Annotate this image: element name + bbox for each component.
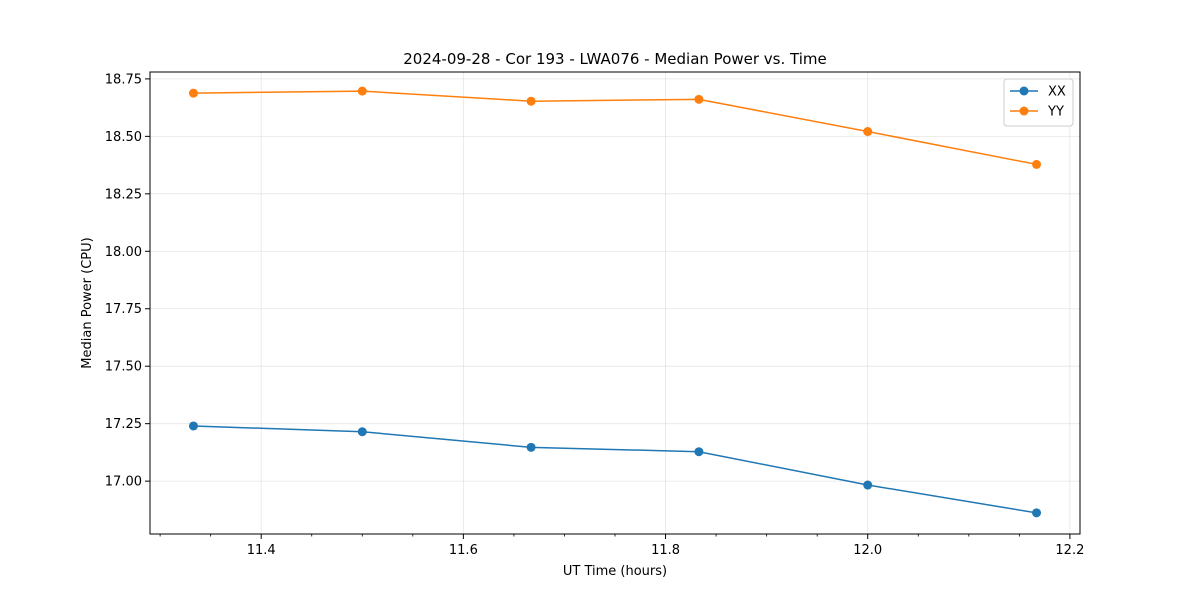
- legend-item-xx: XX: [1010, 85, 1066, 100]
- legend-label: XX: [1048, 85, 1066, 100]
- x-tick-label: 11.6: [449, 543, 478, 558]
- y-tick-label: 17.50: [105, 360, 142, 375]
- data-point-xx: [1032, 508, 1042, 518]
- data-point-xx: [188, 421, 198, 431]
- data-point-yy: [863, 127, 873, 137]
- series-line-yy: [193, 90, 1037, 166]
- series-layer: [188, 86, 1042, 518]
- legend: XX YY: [1003, 78, 1074, 127]
- y-tick-label: 17.25: [105, 417, 142, 432]
- data-point-yy: [694, 94, 704, 104]
- legend-label: YY: [1047, 105, 1064, 120]
- data-point-yy: [188, 88, 198, 98]
- legend-marker: [1019, 106, 1029, 116]
- data-point-xx: [863, 480, 873, 490]
- series-xx: [188, 421, 1042, 518]
- legend-marker: [1019, 86, 1029, 96]
- y-axis-label: Median Power (CPU): [80, 237, 95, 368]
- grid: [150, 72, 1080, 534]
- y-axis: 17.00 17.25 17.50 17.75 18.00 18.25 18.50 18.75: [105, 72, 150, 490]
- y-tick-label: 17.75: [105, 302, 142, 317]
- y-tick-label: 17.00: [105, 475, 142, 490]
- data-point-xx: [526, 442, 536, 452]
- legend-item-yy: YY: [1010, 105, 1064, 120]
- series-line-xx: [193, 425, 1037, 514]
- y-tick-label: 18.75: [105, 72, 142, 87]
- x-tick-label: 11.8: [651, 543, 680, 558]
- data-point-xx: [694, 447, 704, 457]
- data-point-yy: [526, 96, 536, 106]
- y-tick-label: 18.00: [105, 245, 142, 260]
- plot-frame: [149, 71, 1081, 535]
- y-tick-label: 18.25: [105, 187, 142, 202]
- data-point-yy: [357, 86, 367, 96]
- series-yy: [188, 86, 1042, 169]
- x-tick-label: 11.4: [247, 543, 276, 558]
- chart-title: 2024-09-28 - Cor 193 - LWA076 - Median P…: [403, 50, 827, 68]
- x-tick-label: 12.2: [1055, 543, 1084, 558]
- y-tick-label: 18.50: [105, 130, 142, 145]
- x-axis: 11.4 11.6 11.8 12.0 12.2: [159, 534, 1084, 558]
- x-tick-label: 12.0: [853, 543, 882, 558]
- data-point-yy: [1032, 159, 1042, 169]
- data-point-xx: [357, 427, 367, 437]
- x-axis-label: UT Time (hours): [563, 564, 667, 579]
